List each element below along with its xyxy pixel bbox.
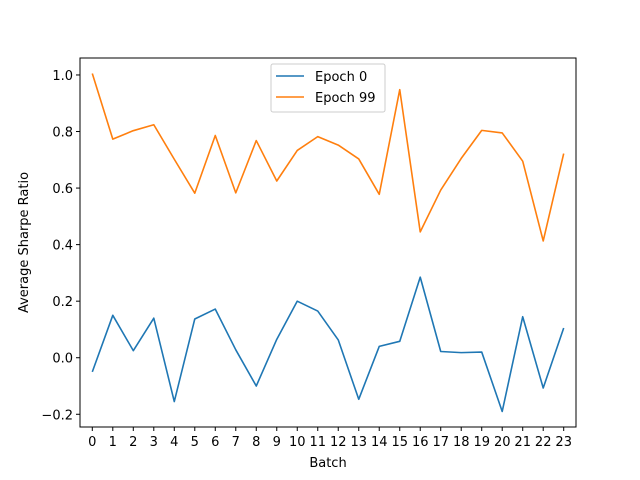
series-line-epoch-99 [91,73,565,242]
y-axis-ticks: −0.2 0.0 0.2 0.4 0.6 0.8 1.0 [41,69,80,423]
x-axis-ticks: 0 1 2 3 4 5 6 7 8 9 10 11 12 13 14 15 16 17 18 19 20 21 22 23 [88,427,572,450]
x-tick-label: 1 [109,435,117,450]
x-tick-label: 23 [555,435,572,450]
x-tick-label: 20 [494,435,511,450]
x-tick-label: 4 [170,435,178,450]
x-tick-label: 16 [412,435,429,450]
x-tick-label: 9 [273,435,281,450]
y-tick-label: 0.6 [52,182,73,197]
series-line-epoch-0 [91,276,565,413]
axes-frame [79,57,577,428]
x-tick-label: 21 [514,435,531,450]
x-tick-label: 11 [309,435,326,450]
plot-area [80,58,576,427]
x-axis-label: Batch [309,456,346,471]
x-tick-label: 19 [473,435,490,450]
x-tick-label: 13 [350,435,367,450]
y-tick-label: 0.4 [52,239,73,254]
x-tick-label: 7 [232,435,240,450]
x-tick-label: 15 [391,435,408,450]
y-tick-label: −0.2 [41,408,73,423]
x-tick-label: 6 [211,435,219,450]
y-tick-label: 0.8 [52,126,73,141]
x-tick-label: 0 [88,435,96,450]
y-axis-label: Average Sharpe Ratio [17,172,32,313]
y-tick-label: 0.0 [52,352,73,367]
x-tick-label: 12 [330,435,347,450]
x-tick-label: 2 [129,435,137,450]
x-tick-label: 5 [191,435,199,450]
y-tick-label: 0.2 [52,295,73,310]
x-tick-label: 3 [150,435,158,450]
series-layer [91,73,565,413]
legend-label: Epoch 99 [315,91,375,106]
y-tick-label: 1.0 [52,69,73,84]
x-tick-label: 14 [371,435,388,450]
axes-layer [79,57,577,428]
legend: Epoch 0 Epoch 99 [270,63,386,113]
x-tick-label: 10 [289,435,306,450]
x-tick-label: 18 [453,435,470,450]
legend-label: Epoch 0 [315,70,367,85]
x-tick-label: 17 [432,435,449,450]
x-tick-label: 22 [535,435,552,450]
x-tick-label: 8 [252,435,260,450]
